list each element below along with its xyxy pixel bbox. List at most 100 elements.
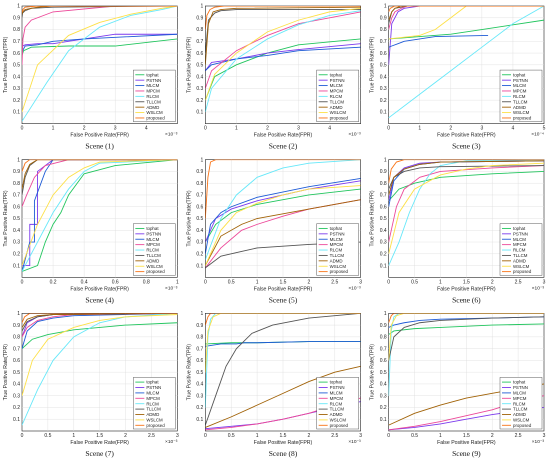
legend-label-WSLCM: WSLCM [513,264,530,269]
series-line-ADMD [205,365,361,428]
legend-label-ADMD: ADMD [513,412,526,417]
series-line-ADMD [22,6,178,15]
legend-label-TLLCM: TLLCM [513,407,528,412]
y-tick-label: 0.3 [13,86,20,92]
legend-label-RLCM: RLCM [513,94,526,99]
legend-label-proposed: proposed [330,269,349,274]
series-line-PSTNN [205,43,361,71]
scene-caption: Scene (8) [269,449,298,458]
y-tick-label: 0.6 [13,358,20,364]
y-tick-label: 0.4 [196,228,203,234]
x-tick-label: 2 [307,279,310,285]
x-tick-label: 0 [204,126,207,132]
series-line-RLCM [22,159,178,272]
y-tick-label: 0.6 [196,51,203,57]
legend-label-tophat: tophat [513,380,526,385]
x-axis-label: False Positive Rate(FPR) [254,440,313,446]
y-tick-label: 0.8 [196,27,203,33]
series-line-tophat [22,159,178,272]
series-line-proposed [205,6,361,30]
roc-panel-9: 0 0.5 1 1.5 2 2.5 3 0.1 0.2 0.3 0.4 0.5 0.6 0.7 0.8 0.9… [370,311,546,458]
y-tick-label: 0.8 [196,335,203,341]
legend-label-tophat: tophat [146,72,159,77]
y-axis-label: True Positive Rate(TPR) [186,344,192,401]
y-tick-label: 0.7 [380,193,387,199]
x-tick-label: 0 [387,126,390,132]
y-tick-label: 0.6 [380,51,387,57]
y-tick-label: 0.2 [196,405,203,411]
x-tick-label: 1 [176,279,179,285]
y-tick-label: 0.2 [13,405,20,411]
legend-label-MLCM: MLCM [330,83,343,88]
x-tick-label: 0 [21,126,24,132]
legend-label-WSLCM: WSLCM [146,264,163,269]
y-tick-label: 0.5 [380,370,387,376]
x-tick-label: 2.5 [331,279,338,285]
legend-label-WSLCM: WSLCM [330,264,347,269]
y-tick-label: 0.5 [196,216,203,222]
x-tick-label: 0.5 [411,279,418,285]
legend-label-tophat: tophat [330,380,343,385]
legend-label-ADMD: ADMD [513,258,526,263]
y-tick-label: 0.1 [380,263,387,269]
y-tick-label: 0.4 [196,74,203,80]
x-tick-label: 3 [543,279,546,285]
legend-label-PSTNN: PSTNN [513,78,528,83]
y-tick-label: 0.6 [380,204,387,210]
roc-panel-6: 0 0.5 1 1.5 2 2.5 3 0.1 0.2 0.3 0.4 0.5 0.6 0.7 0.8 0.9… [370,157,546,304]
y-tick-label: 0.2 [380,405,387,411]
x-tick-label: 4 [328,126,331,132]
series-line-RLCM [205,313,361,408]
y-tick-label: 0.6 [380,358,387,364]
roc-panel-4: 0 0.2 0.4 0.6 0.8 1 0.1 0.2 0.3 0.4 0.5 0.6 0.7 0.8 0.… [3,157,179,304]
legend-label-MPCM: MPCM [330,396,344,401]
y-tick-label: 0.4 [380,382,387,388]
x-tick-label: 2.5 [331,433,338,439]
y-tick-label: 0.3 [196,240,203,246]
y-tick-label: 1 [201,4,204,10]
y-tick-label: 0.4 [380,228,387,234]
y-axis-label: True Positive Rate(TPR) [186,36,192,93]
y-tick-label: 0.5 [13,63,20,69]
legend: tophatPSTNNMLCMMPCMRLCMTLLCMADMDWSLCMpro… [316,69,359,122]
legend: tophatPSTNNMLCMMPCMRLCMTLLCMADMDWSLCMpro… [133,69,176,122]
legend-label-ADMD: ADMD [146,105,159,110]
series-line-ADMD [205,6,361,65]
x-tick-label: 1.5 [280,279,287,285]
legend-label-PSTNN: PSTNN [146,78,161,83]
y-axis-label: True Positive Rate(TPR) [3,190,9,247]
legend-box [499,377,543,430]
series-line-WSLCM [388,6,544,40]
legend-label-WSLCM: WSLCM [146,110,163,115]
y-tick-label: 0.1 [13,417,20,423]
x-tick-label: 1.5 [463,279,470,285]
x-tick-label: 3 [176,433,179,439]
y-tick-label: 0.9 [196,169,203,175]
legend-label-MPCM: MPCM [513,242,527,247]
legend-box [316,377,359,430]
legend-label-WSLCM: WSLCM [330,418,347,423]
legend-label-proposed: proposed [146,423,165,428]
legend-label-PSTNN: PSTNN [146,231,161,236]
legend: tophatPSTNNMLCMMPCMRLCMTLLCMADMDWSLCMpro… [499,69,543,122]
x-tick-label: 0 [387,279,390,285]
series-line-WSLCM [388,313,544,361]
series-line-ADMD [22,313,178,328]
scene-caption: Scene (1) [85,142,114,151]
x-tick-label: 2.5 [148,433,155,439]
legend-label-WSLCM: WSLCM [146,418,163,423]
series-line-WSLCM [22,159,178,266]
x-axis-exponent: ×10⁻⁴ [531,132,544,138]
x-tick-label: 0 [387,433,390,439]
series-line-MLCM [205,46,361,72]
y-tick-label: 0.1 [196,110,203,116]
y-tick-label: 0.3 [380,240,387,246]
series-line-WSLCM [22,6,178,113]
roc-panel-8: 0 0.5 1 1.5 2 2.5 3 0.1 0.2 0.3 0.4 0.5 0.6 0.7 0.8 0.9… [186,311,362,458]
legend-label-PSTNN: PSTNN [330,78,345,83]
legend-label-PSTNN: PSTNN [513,231,528,236]
legend-label-RLCM: RLCM [513,248,526,253]
x-tick-label: 1.5 [96,433,103,439]
legend-label-MPCM: MPCM [330,89,344,94]
